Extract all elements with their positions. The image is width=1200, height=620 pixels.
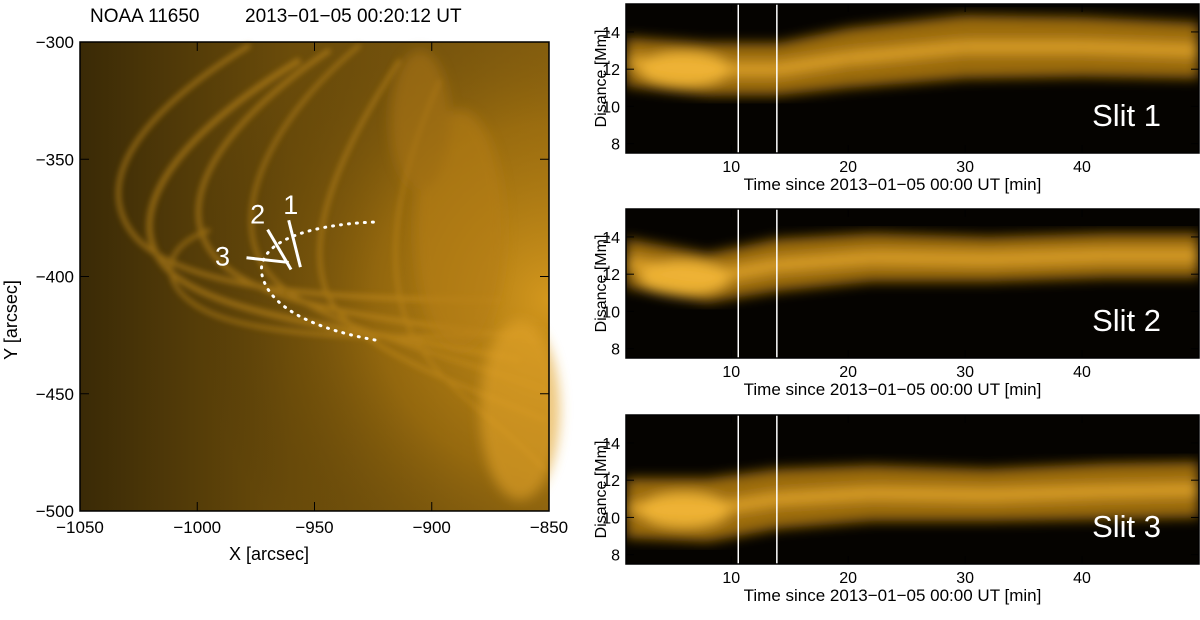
- td-band-core: [776, 51, 850, 77]
- td-x-tick-label: 30: [956, 364, 974, 381]
- td-x-tick-label: 20: [839, 364, 857, 381]
- td-band-core: [847, 39, 966, 65]
- td-y-tick-label: 10: [602, 99, 620, 116]
- td-ylabel: Disance [Mm]: [593, 441, 610, 539]
- td-frame: [625, 3, 1200, 154]
- td-x-tick-label: 40: [1073, 159, 1091, 176]
- image-x-tick-label: −1050: [56, 518, 104, 537]
- td-xlabel: Time since 2013−01−05 00:00 UT [min]: [744, 380, 1042, 399]
- image-x-tick-label: −950: [295, 518, 333, 537]
- image-x-tick-label: −900: [413, 518, 451, 537]
- td-emission: [626, 233, 1199, 303]
- td-x-tick-label: 20: [839, 570, 857, 587]
- td-xlabel: Time since 2013−01−05 00:00 UT [min]: [744, 586, 1042, 605]
- td-x-tick-label: 20: [839, 159, 857, 176]
- td-xlabel: Time since 2013−01−05 00:00 UT [min]: [744, 175, 1042, 194]
- td-bright-blob: [639, 259, 730, 296]
- td-band-core: [871, 250, 989, 267]
- td-y-tick-label: 14: [602, 230, 620, 247]
- image-title: NOAA 11650: [90, 6, 200, 27]
- image-subtitle: 2013−01−05 00:20:12 UT: [245, 6, 462, 27]
- slit-label-1: 1: [283, 190, 298, 220]
- td-emission: [626, 15, 1199, 96]
- td-frame: [625, 208, 1200, 359]
- td-y-tick-label: 8: [611, 342, 620, 359]
- image-y-tick-label: −450: [36, 385, 74, 404]
- td-x-tick-label: 10: [722, 364, 740, 381]
- td-y-tick-label: 12: [602, 473, 620, 490]
- td-y-tick-label: 14: [602, 436, 620, 453]
- td-slit-label: Slit 2: [1092, 303, 1161, 338]
- slit-line-3: [246, 256, 289, 264]
- td-x-tick-label: 10: [722, 570, 740, 587]
- td-x-tick-label: 30: [956, 159, 974, 176]
- image-xlabel: X [arcsec]: [229, 544, 309, 564]
- td-band-core: [777, 486, 872, 506]
- td-y-tick-label: 8: [611, 548, 620, 565]
- slit-line-1: [287, 219, 302, 268]
- image-y-tick-label: −400: [36, 268, 74, 287]
- td-y-tick-label: 12: [602, 267, 620, 284]
- td-band-core: [871, 486, 989, 503]
- td-slit-label: Slit 1: [1092, 98, 1161, 133]
- image-y-tick-label: −300: [36, 33, 74, 52]
- td-ylabel: Disance [Mm]: [593, 235, 610, 333]
- image-ticks: [79, 41, 550, 512]
- image-panel: NOAA 11650 2013−01−05 00:20:12 UT: [1, 6, 568, 564]
- td-y-tick-label: 10: [602, 304, 620, 321]
- image-x-tick-label: −1000: [173, 518, 221, 537]
- image-y-tick-label: −350: [36, 150, 74, 169]
- td-x-tick-label: 10: [722, 159, 740, 176]
- td-slit-label: Slit 3: [1092, 509, 1161, 544]
- slit-overlay: 123: [215, 190, 377, 342]
- td-panel-2: 10 20 30 40 8 10 12 14 Time since 2013−01−05 00:…: [593, 208, 1200, 399]
- td-y-tick-label: 8: [611, 137, 620, 154]
- image-plot-area: 123: [79, 41, 560, 512]
- td-frame: [625, 414, 1200, 565]
- td-band-core: [1105, 482, 1199, 499]
- td-x-tick-label: 40: [1073, 364, 1091, 381]
- td-x-tick-label: 30: [956, 570, 974, 587]
- time-distance-panels: 10 20 30 40 8 10 12 14 Time since 2013−01−05 00:…: [593, 3, 1200, 605]
- td-band-core: [988, 484, 1106, 503]
- loop-trace-dotted: [259, 220, 377, 342]
- image-x-tick-label: −850: [530, 518, 568, 537]
- td-band-core: [988, 248, 1106, 267]
- slit-label-2: 2: [250, 200, 265, 230]
- td-bright-blob: [639, 491, 730, 528]
- td-ylabel: Disance [Mm]: [593, 30, 610, 128]
- td-panel-1: 10 20 30 40 8 10 12 14 Time since 2013−01−05 00:…: [593, 3, 1200, 194]
- image-x-tick-labels: −1050 −1000 −950 −900 −850: [56, 518, 568, 537]
- image-y-tick-labels: −500 −450 −400 −350 −300: [36, 33, 74, 521]
- slit-label-3: 3: [215, 242, 230, 272]
- td-band-core: [1081, 39, 1199, 58]
- image-y-tick-label: −500: [36, 502, 74, 521]
- image-ylabel: Y [arcsec]: [1, 280, 21, 360]
- td-emission: [626, 461, 1199, 542]
- td-band-core: [777, 250, 873, 272]
- td-y-tick-label: 14: [602, 25, 620, 42]
- td-panel-3: 10 20 30 40 8 10 12 14 Time since 2013−01−05 00:…: [593, 414, 1200, 605]
- td-bright-blob: [639, 51, 730, 88]
- td-y-tick-label: 10: [602, 510, 620, 527]
- active-region-brightening: [390, 50, 560, 500]
- td-x-tick-label: 40: [1073, 570, 1091, 587]
- td-y-tick-label: 12: [602, 62, 620, 79]
